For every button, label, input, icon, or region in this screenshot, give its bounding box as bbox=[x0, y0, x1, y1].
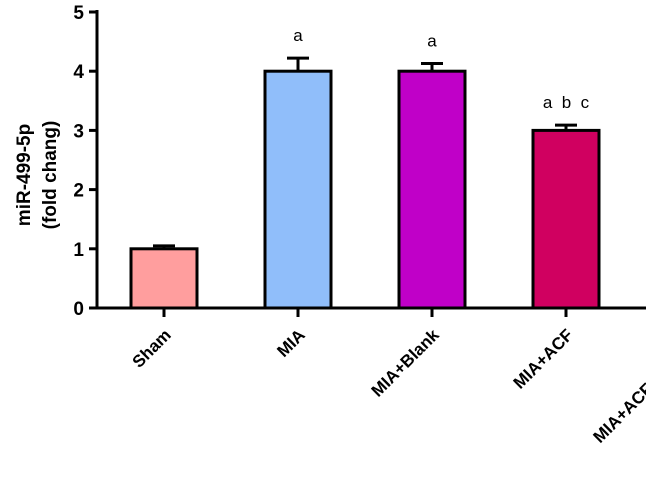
bars: aaa b cabcd bbox=[129, 26, 601, 310]
x-tick-label: MIA+ACF bbox=[510, 325, 577, 392]
x-tick-label: MIA+ACF/Collagen bbox=[590, 325, 646, 446]
y-axis-title-line: (fold chang) bbox=[40, 121, 61, 230]
y-axis-title: miR-499-5p (fold chang) bbox=[14, 121, 61, 230]
y-tick-label: 1 bbox=[73, 240, 84, 261]
y-tick-label: 0 bbox=[73, 299, 84, 320]
y-axis-title-line: miR-499-5p bbox=[14, 124, 35, 226]
x-tick-labels: Sham MIA MIA+Blank MIA+ACF MIA+ACF/Collagen bbox=[129, 325, 646, 447]
y-tick-label: 5 bbox=[73, 3, 84, 24]
significance-label: a bbox=[427, 32, 437, 51]
significance-label: a bbox=[293, 26, 303, 45]
bar-sham bbox=[129, 247, 199, 310]
bar-mia bbox=[263, 69, 333, 310]
x-tick-label: MIA+Blank bbox=[368, 325, 444, 401]
significance-label: a b c bbox=[543, 93, 590, 112]
x-tick-label: MIA bbox=[273, 325, 308, 360]
y-tick-label: 3 bbox=[73, 121, 84, 142]
y-tick-label: 2 bbox=[73, 181, 84, 202]
bar-mia-blank bbox=[397, 69, 467, 310]
y-tick-label: 4 bbox=[73, 62, 84, 83]
bar-mia-acf bbox=[531, 128, 601, 310]
y-axis: 0 1 2 3 4 5 bbox=[73, 3, 99, 320]
x-tick-label: Sham bbox=[129, 325, 175, 371]
